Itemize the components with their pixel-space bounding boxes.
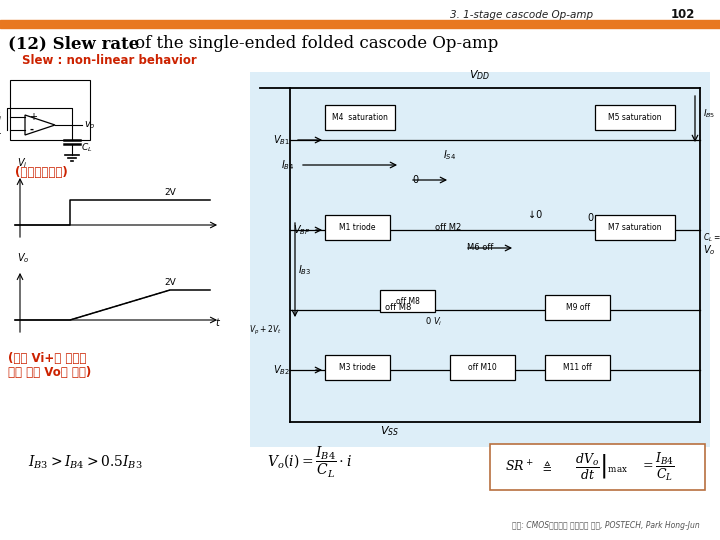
Text: $I_{B5}$: $I_{B5}$ bbox=[703, 108, 716, 120]
Text: M3 triode: M3 triode bbox=[339, 363, 376, 372]
Text: $SR^+$: $SR^+$ bbox=[505, 460, 534, 475]
Text: $C_L$: $C_L$ bbox=[81, 141, 92, 154]
Text: +: + bbox=[29, 112, 37, 122]
Text: M1 triode: M1 triode bbox=[339, 223, 376, 232]
Text: -: - bbox=[29, 125, 33, 135]
Text: M5 saturation: M5 saturation bbox=[608, 113, 662, 122]
Text: Slew : non-linear behavior: Slew : non-linear behavior bbox=[22, 53, 197, 66]
Text: of the single-ended folded cascode Op-amp: of the single-ended folded cascode Op-am… bbox=[135, 36, 498, 52]
Text: $C_L=10pF$: $C_L=10pF$ bbox=[703, 232, 720, 245]
Text: off M8: off M8 bbox=[385, 303, 411, 313]
Text: M4  saturation: M4 saturation bbox=[332, 113, 388, 122]
Text: $I_{B4}$: $I_{B4}$ bbox=[282, 158, 295, 172]
Text: 참조: CMOS아날로그 집적회로 설계, POSTECH, Park Hong-Jun: 참조: CMOS아날로그 집적회로 설계, POSTECH, Park Hong… bbox=[512, 521, 700, 530]
Bar bbox=[325, 215, 390, 240]
Text: off M2: off M2 bbox=[435, 224, 462, 233]
Text: 0: 0 bbox=[587, 213, 593, 223]
Bar bbox=[250, 72, 710, 447]
Text: $V_p+2V_t$: $V_p+2V_t$ bbox=[249, 323, 282, 336]
Text: off M10: off M10 bbox=[468, 363, 497, 372]
Text: $V_o$: $V_o$ bbox=[703, 243, 716, 257]
Text: $\left.\dfrac{dV_o}{dt}\right|_{\mathrm{max}}$: $\left.\dfrac{dV_o}{dt}\right|_{\mathrm{… bbox=[575, 452, 628, 482]
Text: $v_o$: $v_o$ bbox=[84, 119, 96, 131]
Text: $V_{B2}$: $V_{B2}$ bbox=[273, 363, 290, 377]
Text: 102: 102 bbox=[670, 9, 695, 22]
Text: (단위이득회로): (단위이득회로) bbox=[15, 166, 68, 179]
Bar bbox=[450, 355, 515, 380]
Text: M7 saturation: M7 saturation bbox=[608, 223, 662, 232]
Text: $V_{DD}$: $V_{DD}$ bbox=[469, 68, 490, 82]
Text: 0: 0 bbox=[412, 175, 418, 185]
Text: $I_{B3} > I_{B4} > 0.5I_{B3}$: $I_{B3} > I_{B4} > 0.5I_{B3}$ bbox=[27, 453, 143, 471]
Text: off M8: off M8 bbox=[395, 296, 420, 306]
Text: (12) Slew rate: (12) Slew rate bbox=[8, 36, 139, 52]
Text: 3. 1-stage cascode Op-amp: 3. 1-stage cascode Op-amp bbox=[450, 10, 593, 20]
Bar bbox=[545, 355, 610, 380]
Text: 2V: 2V bbox=[164, 188, 176, 197]
Bar bbox=[595, 215, 675, 240]
Text: t: t bbox=[215, 318, 219, 328]
Text: 대한 출력 Vo의 변화): 대한 출력 Vo의 변화) bbox=[8, 367, 91, 380]
Text: $V_{BP}$: $V_{BP}$ bbox=[292, 223, 310, 237]
Text: $\triangleq$: $\triangleq$ bbox=[540, 460, 552, 474]
Bar bbox=[490, 444, 705, 490]
Text: $I_{S4}$: $I_{S4}$ bbox=[444, 148, 456, 162]
Text: $V_o$: $V_o$ bbox=[17, 251, 30, 265]
Text: $V_o(i) = \dfrac{I_{B4}}{C_L} \cdot i$: $V_o(i) = \dfrac{I_{B4}}{C_L} \cdot i$ bbox=[267, 444, 353, 480]
Text: M6 off: M6 off bbox=[467, 244, 493, 253]
Bar bbox=[325, 355, 390, 380]
Text: (입력 Vi+의 변화에: (입력 Vi+의 변화에 bbox=[8, 352, 86, 365]
Text: M11 off: M11 off bbox=[563, 363, 592, 372]
Bar bbox=[0, 20, 720, 28]
Text: $V_{B1}$: $V_{B1}$ bbox=[273, 133, 290, 147]
Bar bbox=[545, 295, 610, 320]
Text: $V_i$: $V_i$ bbox=[0, 110, 3, 124]
Bar bbox=[380, 290, 435, 312]
Bar bbox=[595, 105, 675, 130]
Text: ↓0: ↓0 bbox=[528, 210, 542, 220]
Text: $= \dfrac{I_{B4}}{C_L}$: $= \dfrac{I_{B4}}{C_L}$ bbox=[640, 451, 675, 483]
Text: 2V: 2V bbox=[164, 278, 176, 287]
Text: $V_{SS}$: $V_{SS}$ bbox=[380, 424, 400, 438]
Text: $I_{B3}$: $I_{B3}$ bbox=[298, 263, 311, 277]
Bar bbox=[10, 80, 90, 140]
Text: $V_i$: $V_i$ bbox=[17, 156, 27, 170]
Text: M9 off: M9 off bbox=[565, 303, 590, 312]
Text: $0\ V_i$: $0\ V_i$ bbox=[425, 316, 442, 328]
Text: $V_-$: $V_-$ bbox=[0, 126, 3, 136]
Bar bbox=[325, 105, 395, 130]
